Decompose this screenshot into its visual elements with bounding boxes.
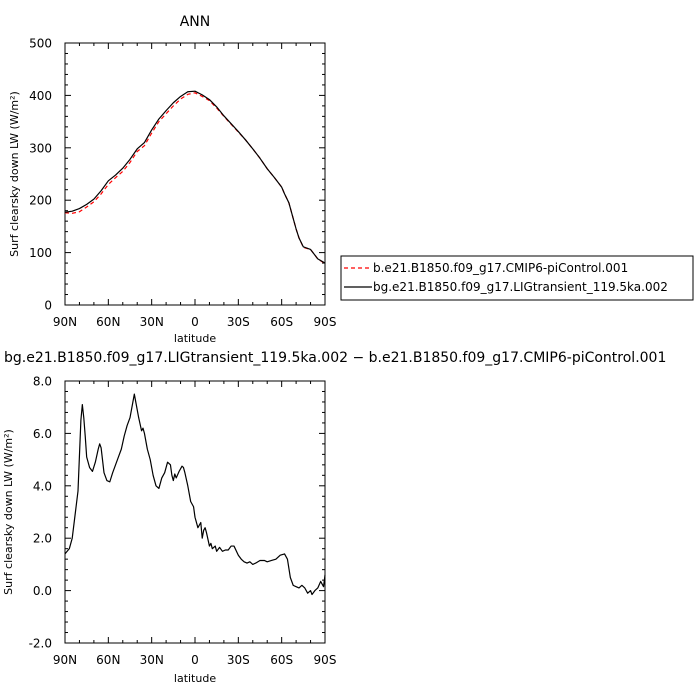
top-series-group xyxy=(64,42,326,306)
top-x-axis-label: latitude xyxy=(174,332,216,345)
top-y-axis-label: Surf clearsky down LW (W/m²) xyxy=(8,91,21,257)
top-x-tick-label: 60S xyxy=(270,315,293,329)
bottom-chart-title: bg.e21.B1850.f09_g17.LIGtransient_119.5k… xyxy=(4,350,666,366)
bottom-y-tick-label: 8.0 xyxy=(33,375,52,389)
top-plot-frame xyxy=(64,42,326,306)
bottom-y-tick-label: 0.0 xyxy=(33,584,52,598)
top-x-tick-label: 30N xyxy=(140,315,164,329)
bottom-y-axis: -2.0 0.0 2.0 4.0 6.0 8.0 xyxy=(29,375,52,651)
bottom-y-tick-label: 6.0 xyxy=(33,427,52,441)
top-x-tick-label: 0 xyxy=(191,315,199,329)
top-x-axis: 90N 60N 30N 0 30S 60S 90S xyxy=(53,315,337,329)
bottom-y-axis-label: Surf clearsky down LW (W/m²) xyxy=(2,429,15,595)
top-y-tick-label: 400 xyxy=(29,89,52,103)
top-x-tick-label: 90N xyxy=(53,315,77,329)
top-y-axis: 0 100 200 300 400 500 xyxy=(29,37,52,313)
top-x-tick-label: 60N xyxy=(96,315,120,329)
top-y-tick-label: 200 xyxy=(29,194,52,208)
bottom-x-axis: 90N 60N 30N 0 30S 60S 90S xyxy=(53,653,337,667)
top-series-line-1 xyxy=(64,90,326,264)
top-y-tick-label: 0 xyxy=(44,299,52,313)
top-y-tick-label: 300 xyxy=(29,141,52,155)
bottom-series-group xyxy=(64,380,326,644)
top-legend: b.e21.B1850.f09_g17.CMIP6-piControl.001 … xyxy=(340,255,694,301)
legend-label-lig: bg.e21.B1850.f09_g17.LIGtransient_119.5k… xyxy=(373,280,668,294)
top-x-tick-label: 90S xyxy=(314,315,337,329)
bottom-x-tick-label: 0 xyxy=(191,653,199,667)
bottom-x-axis-label: latitude xyxy=(174,672,216,685)
top-y-tick-label: 100 xyxy=(29,246,52,260)
top-x-tick-label: 30S xyxy=(227,315,250,329)
bottom-y-tick-label: 2.0 xyxy=(33,532,52,546)
top-chart-title: ANN xyxy=(180,14,211,30)
bottom-plot-frame xyxy=(64,380,326,644)
bottom-x-tick-label: 90S xyxy=(314,653,337,667)
bottom-panel: bg.e21.B1850.f09_g17.LIGtransient_119.5k… xyxy=(2,350,666,685)
bottom-x-tick-label: 60S xyxy=(270,653,293,667)
legend-label-control: b.e21.B1850.f09_g17.CMIP6-piControl.001 xyxy=(373,261,628,275)
bottom-y-tick-label: -2.0 xyxy=(29,637,52,651)
bottom-x-tick-label: 90N xyxy=(53,653,77,667)
top-y-tick-label: 500 xyxy=(29,37,52,51)
legend-box xyxy=(340,255,694,301)
bottom-x-tick-label: 60N xyxy=(96,653,120,667)
bottom-y-tick-label: 4.0 xyxy=(33,479,52,493)
bottom-series-line-0 xyxy=(64,393,326,596)
bottom-x-tick-label: 30S xyxy=(227,653,250,667)
top-series-line-0 xyxy=(64,92,326,265)
bottom-x-tick-label: 30N xyxy=(140,653,164,667)
top-panel: ANN 0 100 200 300 400 500 90N 60N 30N 0 … xyxy=(8,14,694,345)
